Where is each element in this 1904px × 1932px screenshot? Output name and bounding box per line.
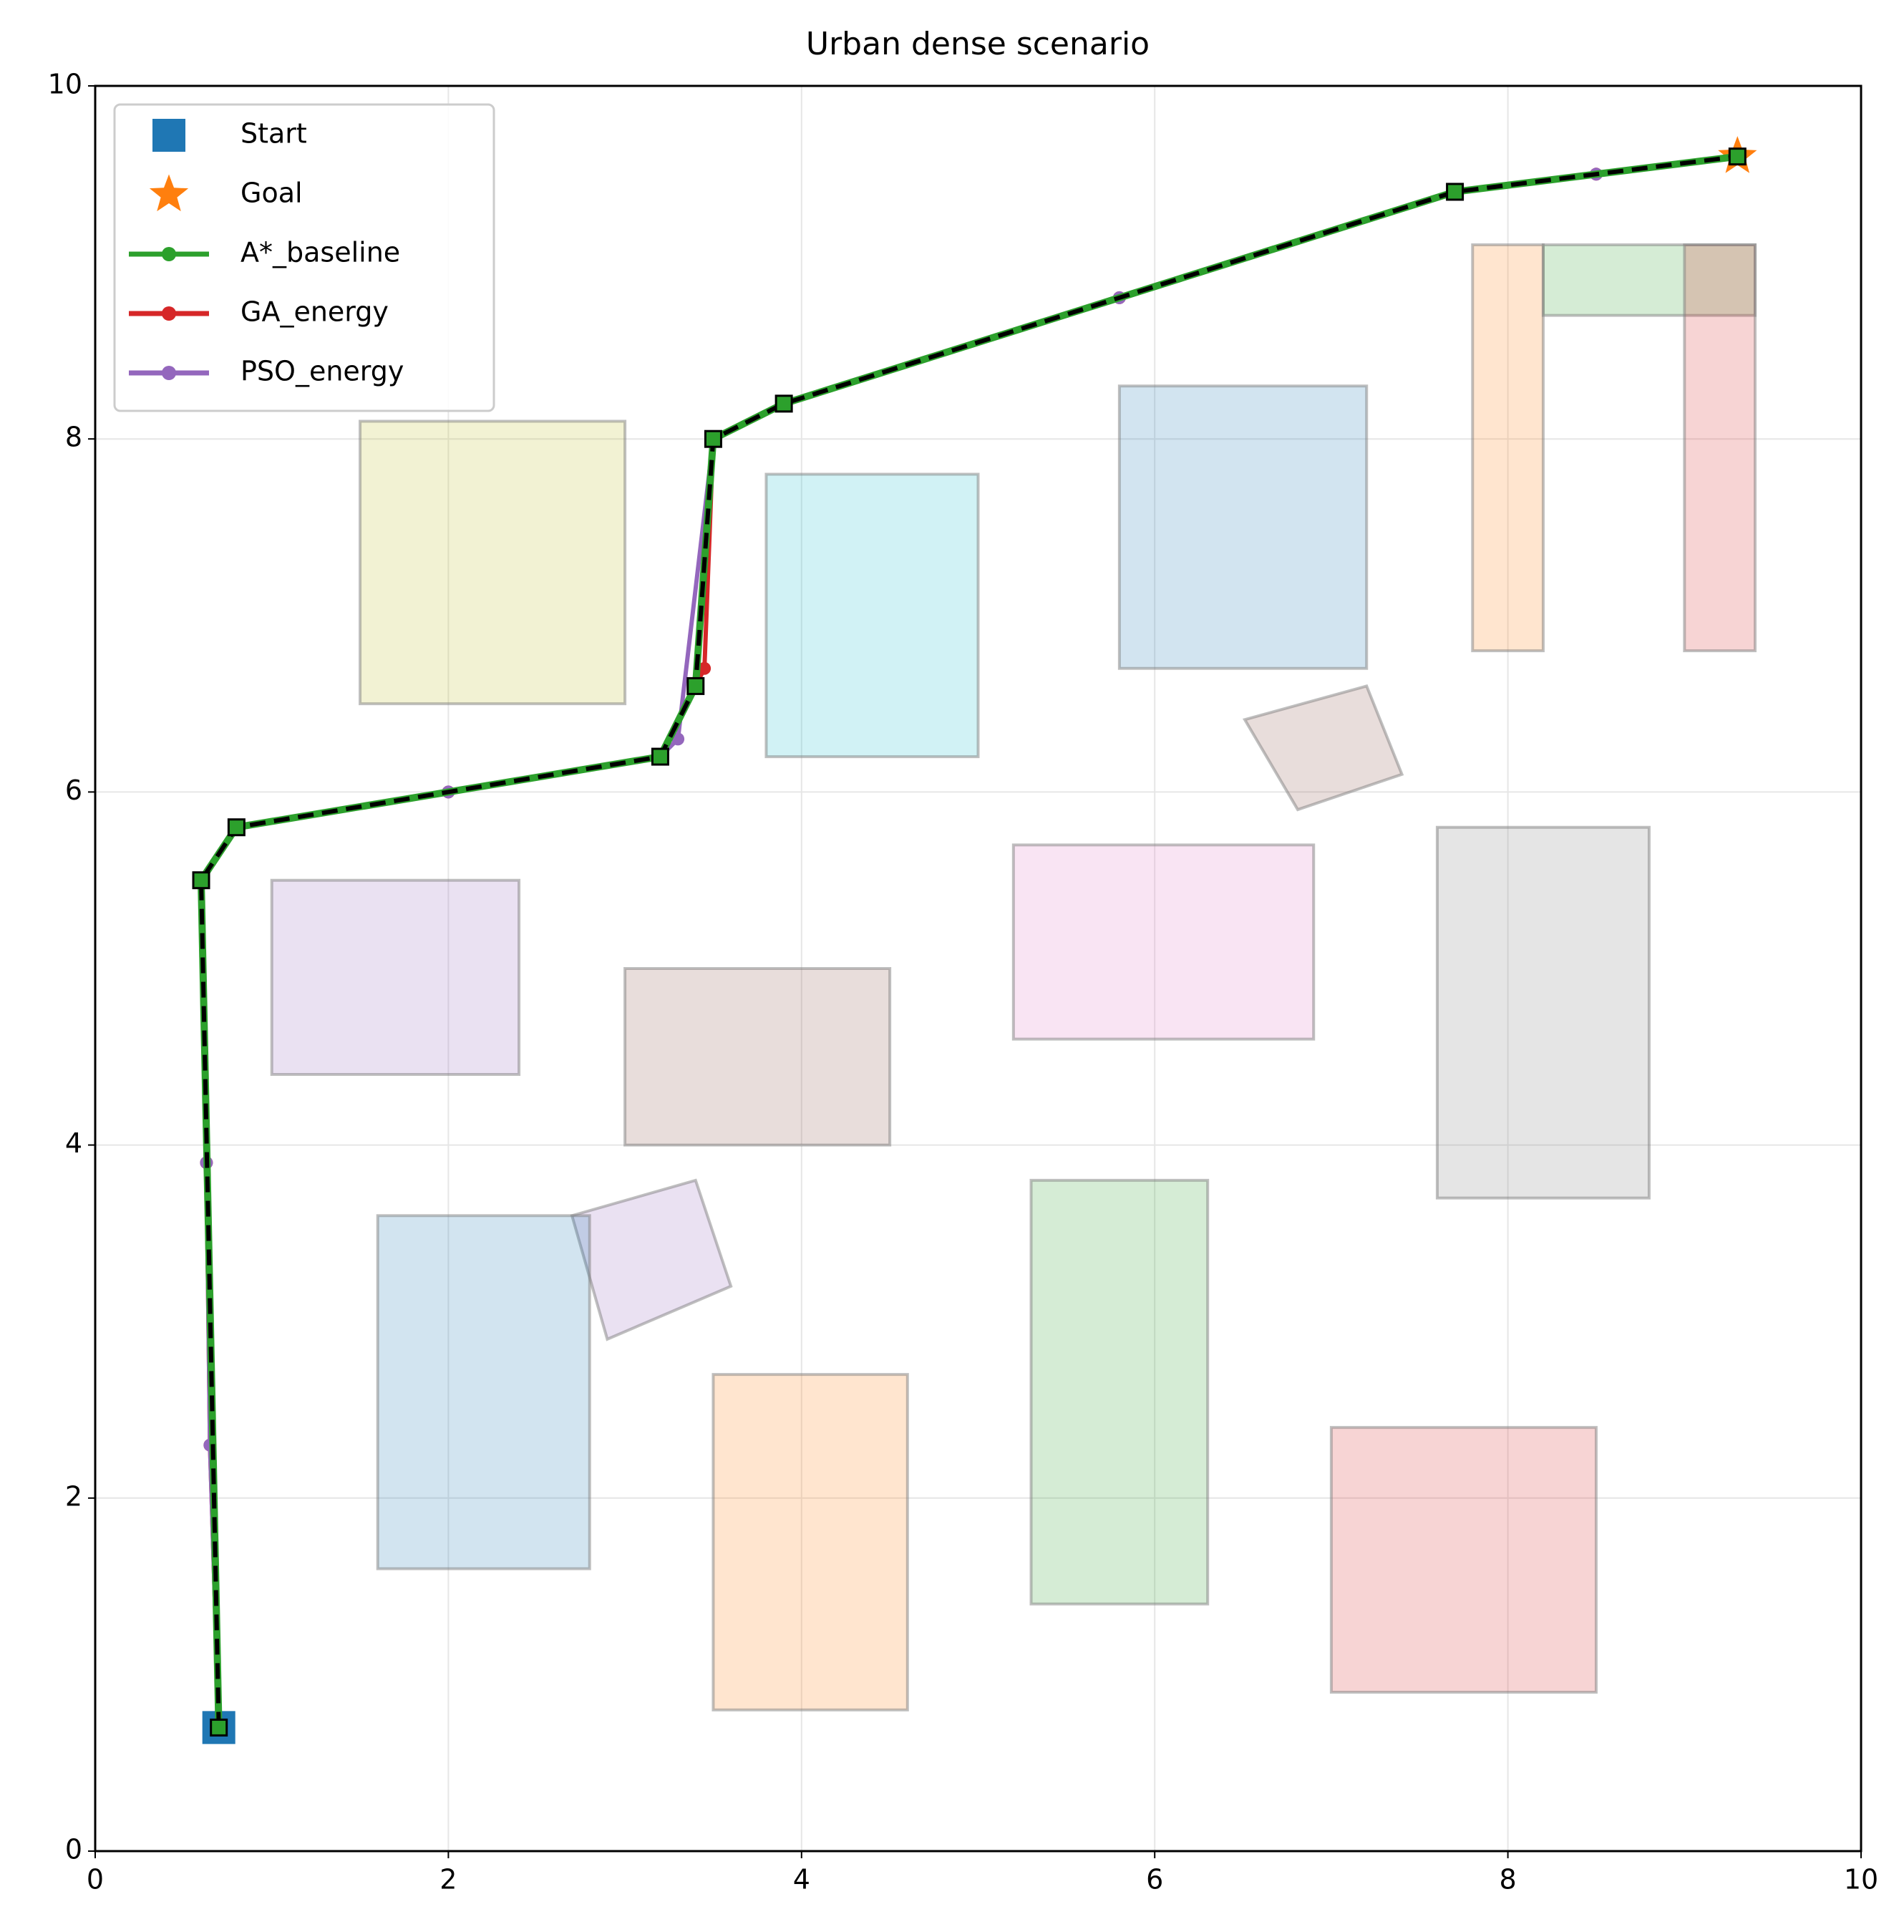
y-tick-label: 2 — [65, 1480, 82, 1512]
waypoint — [774, 394, 793, 413]
waypoint — [1728, 147, 1747, 166]
y-tick-label: 10 — [48, 69, 82, 100]
x-tick-label: 6 — [1146, 1864, 1163, 1895]
legend-dot — [162, 247, 176, 261]
start-marker — [152, 119, 185, 152]
obstacle — [1011, 843, 1316, 1041]
goal-marker — [149, 174, 189, 212]
y-tick-label: 8 — [65, 422, 82, 453]
x-tick-label: 10 — [1844, 1864, 1878, 1895]
path-point — [698, 661, 711, 675]
legend-label: Start — [241, 118, 307, 150]
obstacle — [1435, 825, 1651, 1200]
axes-frame — [94, 84, 1862, 1853]
obstacle — [1029, 1178, 1210, 1606]
obstacle — [1471, 243, 1545, 653]
y-tick-label: 6 — [65, 775, 82, 806]
legend-label: PSO_energy — [241, 356, 404, 387]
waypoint — [1446, 183, 1465, 201]
obstacle — [711, 1373, 909, 1712]
x-tick-label: 0 — [87, 1864, 104, 1895]
obstacle — [1117, 384, 1369, 670]
x-tick-label: 8 — [1500, 1864, 1517, 1895]
chart-title: Urban dense scenario — [806, 26, 1150, 62]
obstacle — [764, 472, 980, 759]
waypoint — [210, 1718, 228, 1737]
obstacle — [376, 1214, 591, 1571]
y-tick-label: 4 — [65, 1127, 82, 1159]
x-tick-label: 2 — [439, 1864, 457, 1895]
obstacle — [359, 419, 627, 706]
waypoint — [192, 871, 210, 890]
obstacle — [270, 878, 521, 1076]
legend-label: A*_baseline — [241, 237, 400, 268]
obstacle — [623, 967, 892, 1147]
obstacle — [1242, 684, 1404, 812]
y-tick-label: 0 — [65, 1834, 82, 1865]
legend-dot — [162, 366, 176, 380]
waypoint — [704, 429, 722, 448]
legend-label: Goal — [241, 178, 303, 209]
legend-dot — [162, 306, 176, 321]
obstacle — [1683, 243, 1757, 653]
legend-label: GA_energy — [241, 296, 389, 328]
waypoint — [651, 747, 669, 766]
waypoint — [227, 818, 246, 837]
legend-box — [113, 103, 495, 412]
obstacle — [570, 1178, 733, 1341]
waypoint — [686, 676, 705, 695]
x-tick-label: 4 — [793, 1864, 810, 1895]
obstacle — [1329, 1426, 1598, 1694]
